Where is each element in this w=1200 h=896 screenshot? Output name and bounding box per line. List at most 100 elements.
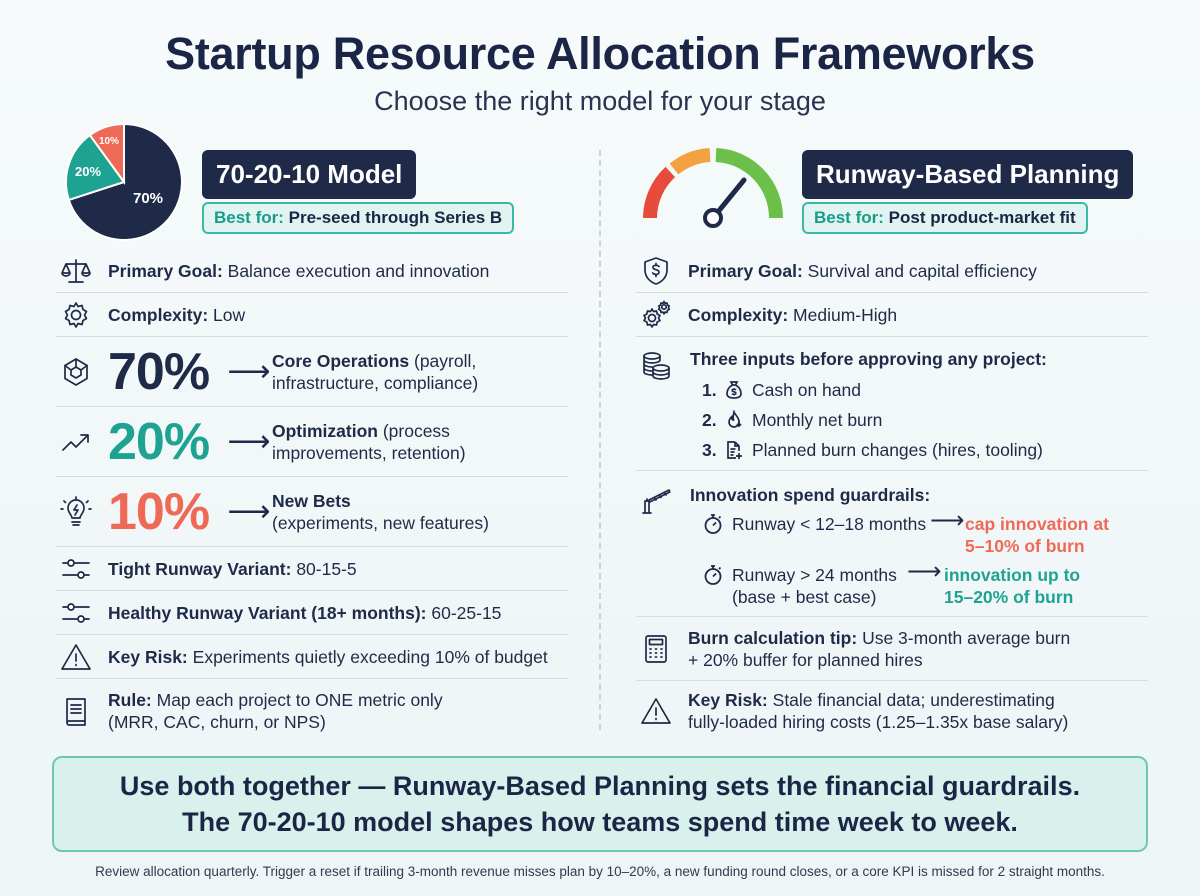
arrow-icon: ⟶ — [930, 507, 965, 534]
key-risk-value-1: Stale financial data; underestimating — [772, 690, 1055, 710]
row-primary-goal-right: Primary Goal: Survival and capital effic… — [636, 250, 1148, 293]
new-bets-desc: (experiments, new features) — [272, 512, 489, 533]
best-for-value: Post product-market fit — [888, 208, 1076, 227]
row-burn-tip: Burn calculation tip: Use 3-month averag… — [636, 617, 1148, 681]
shield-dollar-icon — [636, 251, 676, 291]
tight-runway-label: Tight Runway Variant: — [108, 558, 292, 579]
callout-line-1: Use both together — Runway-Based Plannin… — [119, 771, 1081, 801]
gears-icon — [636, 295, 676, 335]
row-new-bets: 10% ⟶ New Bets (experiments, new feature… — [56, 477, 568, 547]
best-for-label: Best for: — [814, 208, 884, 227]
guardrail-short-result-2: 5–10% of burn — [965, 536, 1085, 556]
rule-value-2: (MRR, CAC, churn, or NPS) — [108, 712, 326, 732]
flame-dollar-icon — [728, 410, 742, 428]
calculator-icon — [636, 629, 676, 669]
callout-line-2: The 70-20-10 model shapes how teams spen… — [182, 807, 1018, 837]
healthy-runway-label: Healthy Runway Variant (18+ months): — [108, 602, 427, 623]
inputs-list: 1. Cash on hand 2. Monthly net burn 3. P… — [702, 375, 1043, 465]
guardrail-long-result-2: 15–20% of burn — [944, 587, 1074, 607]
complexity-value: Low — [213, 304, 246, 325]
column-divider — [599, 150, 601, 730]
primary-goal-label: Primary Goal: — [108, 261, 223, 281]
core-title: Core Operations — [272, 350, 410, 371]
pie-label-20: 20% — [75, 164, 101, 179]
primary-goal-label: Primary Goal: — [688, 261, 803, 281]
best-for-badge-right: Best for: Post product-market fit — [802, 202, 1088, 234]
gear-icon — [56, 295, 96, 335]
pie-slice-optimization — [65, 133, 126, 202]
optimization-desc-1: (process — [377, 420, 450, 441]
lightbulb-icon — [56, 492, 96, 532]
burn-tip-value-1: Use 3-month average burn — [862, 627, 1071, 648]
new-bets-title: New Bets — [272, 490, 351, 511]
trend-up-icon — [56, 422, 96, 462]
pie-slice-core — [67, 122, 183, 241]
complexity-value: Medium-High — [793, 304, 898, 325]
primary-goal-value: Balance execution and innovation — [227, 261, 490, 281]
row-core-operations: 70% ⟶ Core Operations (payroll, infrastr… — [56, 337, 568, 407]
row-complexity-right: Complexity: Medium-High — [636, 293, 1148, 337]
guardrail-long-runway: Runway > 24 months (base + best case) ⟶ … — [702, 558, 1132, 608]
pie-chart: 70% 20% 10% — [65, 122, 183, 241]
guardrail-long-condition-2: (base + best case) — [732, 587, 877, 607]
core-desc-2: infrastructure, compliance) — [272, 372, 479, 393]
key-risk-label: Key Risk: — [108, 646, 188, 667]
stopwatch-icon — [704, 565, 722, 585]
best-for-label: Best for: — [214, 208, 284, 227]
complexity-label: Complexity: — [688, 304, 789, 325]
guardrails-title: Innovation spend guardrails: — [690, 485, 931, 505]
row-guardrails — [636, 471, 1148, 617]
model-badge-70-20-10: 70-20-10 Model — [202, 150, 417, 199]
key-risk-value: Experiments quietly exceeding 10% of bud… — [192, 646, 548, 667]
row-tight-runway: Tight Runway Variant: 80-15-5 — [56, 547, 568, 591]
three-inputs-title: Three inputs before approving any projec… — [690, 349, 1047, 369]
coins-icon — [636, 345, 676, 385]
arrow-icon: ⟶ — [227, 355, 271, 388]
row-rule: Rule: Map each project to ONE metric onl… — [56, 683, 568, 739]
model-badge-runway: Runway-Based Planning — [802, 150, 1134, 199]
core-desc-1: (payroll, — [409, 350, 477, 371]
list-item: 1. Cash on hand — [702, 379, 861, 400]
row-key-risk-right: Key Risk: Stale financial data; underest… — [636, 683, 1156, 739]
warning-icon — [56, 637, 96, 677]
book-icon — [56, 691, 96, 731]
summary-callout: Use both together — Runway-Based Plannin… — [52, 756, 1148, 852]
primary-goal-value: Survival and capital efficiency — [807, 261, 1037, 281]
optimization-desc-2: improvements, retention) — [272, 442, 466, 463]
row-primary-goal-left: Primary Goal: Balance execution and inno… — [56, 250, 568, 293]
guardrail-long-condition-1: Runway > 24 months — [732, 565, 897, 585]
list-item: 2. Monthly net burn — [702, 409, 883, 430]
cube-network-icon — [56, 352, 96, 392]
key-risk-label: Key Risk: — [688, 690, 768, 710]
best-for-badge-left: Best for: Pre-seed through Series B — [202, 202, 515, 234]
healthy-runway-value: 60-25-15 — [431, 602, 502, 623]
speedometer-icon — [643, 148, 784, 228]
rule-label: Rule: — [108, 690, 152, 710]
money-bag-icon — [726, 381, 742, 399]
row-key-risk-left: Key Risk: Experiments quietly exceeding … — [56, 635, 568, 679]
row-three-inputs — [636, 337, 1148, 471]
page-title: Startup Resource Allocation Frameworks — [165, 28, 1035, 79]
burn-tip-label: Burn calculation tip: — [688, 627, 858, 648]
optimization-title: Optimization — [272, 420, 378, 441]
arrow-icon: ⟶ — [227, 495, 271, 528]
pie-label-70: 70% — [133, 190, 163, 207]
pie-label-10: 10% — [99, 136, 119, 147]
list-item: 3. Planned burn changes (hires, tooling) — [702, 439, 1043, 460]
arrow-icon: ⟶ — [227, 425, 271, 458]
scales-icon — [56, 251, 96, 291]
core-percentage: 70% — [108, 342, 210, 401]
burn-tip-value-2: + 20% buffer for planned hires — [688, 649, 923, 670]
page-subtitle: Choose the right model for your stage — [374, 86, 826, 116]
stopwatch-icon — [704, 514, 722, 534]
tight-runway-value: 80-15-5 — [296, 558, 357, 579]
row-healthy-runway: Healthy Runway Variant (18+ months): 60-… — [56, 591, 568, 635]
complexity-label: Complexity: — [108, 304, 209, 325]
pie-slice-new-bets — [88, 122, 125, 186]
barrier-gate-icon — [636, 481, 676, 521]
row-complexity-left: Complexity: Low — [56, 293, 568, 337]
guardrail-short-result-1: cap innovation at — [965, 514, 1109, 534]
sliders-icon — [56, 593, 96, 633]
optimization-percentage: 20% — [108, 412, 210, 471]
arrow-icon: ⟶ — [907, 558, 942, 585]
